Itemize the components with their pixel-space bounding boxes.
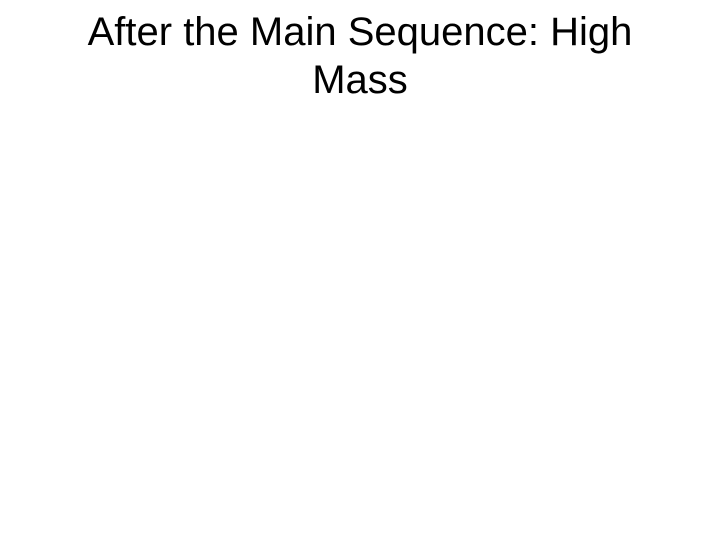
slide-container: After the Main Sequence: High Mass <box>0 0 720 540</box>
slide-title: After the Main Sequence: High Mass <box>0 8 720 104</box>
